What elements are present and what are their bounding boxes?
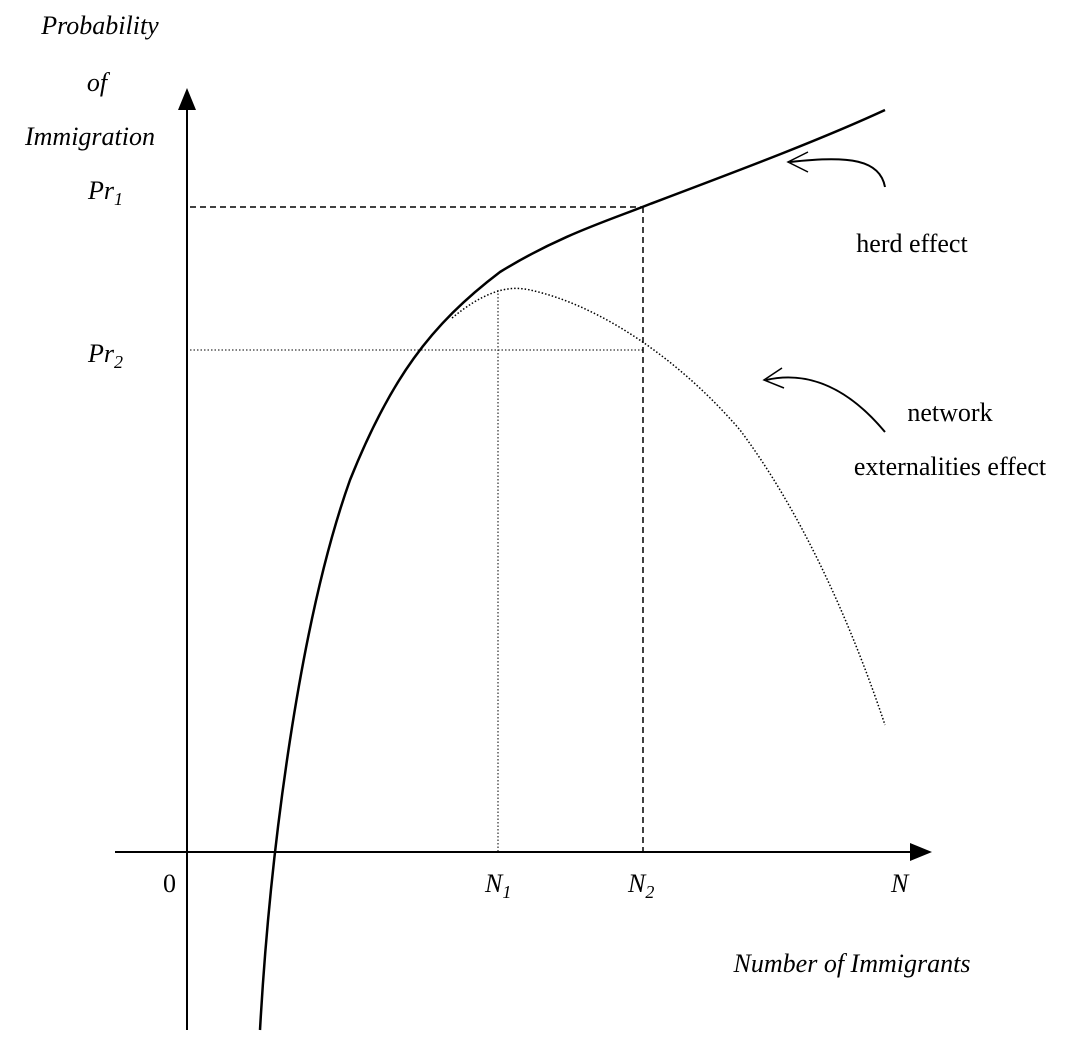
y-mark-label: Pr1 [87, 176, 123, 209]
x-mark-base: N [484, 869, 504, 898]
network-label: externalities effect [854, 452, 1047, 481]
x-mark-sub: 1 [502, 882, 511, 902]
y-mark-base: Pr [87, 339, 115, 368]
network-curve [451, 287, 886, 726]
x-mark-label: N2 [627, 869, 654, 902]
herd-curve [258, 108, 886, 1031]
x-mark-base: N [627, 869, 647, 898]
herd-arrow-head [786, 151, 809, 173]
x-axis-label: Number of Immigrants [733, 949, 971, 978]
x-mark-label: N1 [484, 869, 511, 902]
y-axis-arrow [178, 88, 196, 110]
y-axis-label: of [87, 68, 111, 97]
y-mark-base: Pr [87, 176, 115, 205]
herd-label: herd effect [856, 229, 968, 258]
network-label: network [907, 398, 992, 427]
network-arrow-head [762, 367, 785, 389]
herd-arrow [789, 158, 886, 188]
x-mark-sub: 2 [645, 882, 654, 902]
y-mark-sub: 1 [114, 189, 123, 209]
y-axis-label: Probability [40, 11, 159, 40]
network-arrow [765, 376, 886, 433]
origin-label: 0 [163, 869, 176, 898]
y-mark-label: Pr2 [87, 339, 123, 372]
x-end-label: N [890, 869, 910, 898]
y-axis-label: Immigration [24, 122, 155, 151]
y-mark-sub: 2 [114, 352, 123, 372]
x-axis-arrow [910, 843, 932, 861]
